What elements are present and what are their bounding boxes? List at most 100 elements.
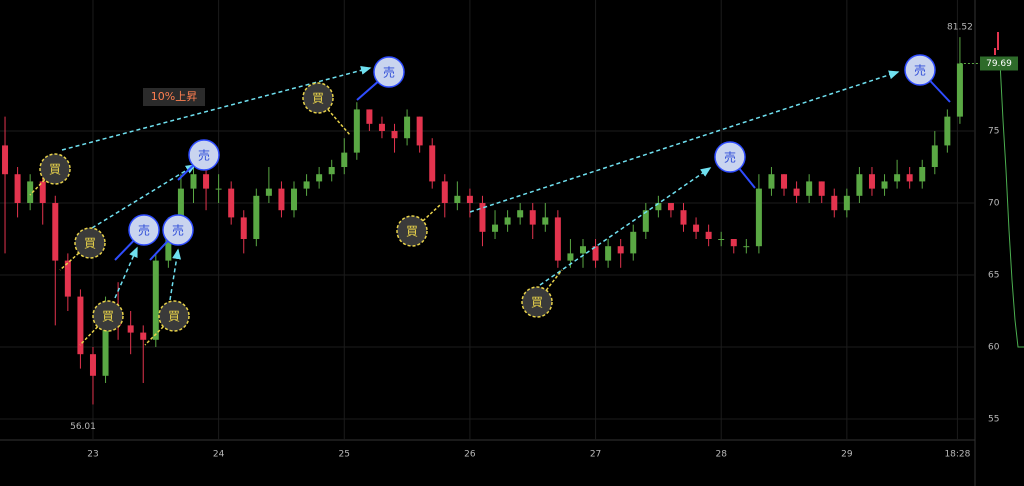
candle-body [944,116,951,146]
buy-marker [158,300,190,332]
candle [479,195,486,247]
candle-body [743,246,750,248]
y-tick-label: 65 [988,271,999,281]
candle [341,138,348,175]
candle [743,239,750,254]
candle [441,174,448,218]
last-price-label: 79.69 [986,59,1012,69]
candle-body [542,217,549,225]
y-tick-label: 55 [988,414,999,424]
candle-body [140,332,147,340]
candle-body [404,116,411,139]
sell-label: 売 [172,223,184,238]
trade-arrow [91,164,197,229]
candle-body [378,123,385,132]
candle [2,116,9,254]
candle-body [102,310,109,376]
candle [278,181,285,218]
candle [303,174,310,196]
candle-body [215,188,222,190]
candle-body [177,188,184,225]
buy-marker [39,153,71,185]
candle [881,174,888,196]
candle [77,289,84,369]
candle [228,181,235,225]
candle [793,181,800,204]
candle [203,167,210,211]
buy-label: 買 [84,237,96,251]
candle [542,203,549,232]
candle-body [190,174,197,189]
candle-body [579,246,586,254]
candle [466,188,473,218]
candle-body [341,152,348,168]
candle-body [278,188,285,211]
candle-body [328,167,335,175]
candle-body [504,217,511,225]
candle-body [730,239,737,247]
candle [554,210,561,268]
x-tick-label: 25 [339,450,350,460]
candle-body [793,188,800,196]
buy-marker [74,227,106,259]
y-tick-label: 70 [988,199,1000,209]
buy-pointer [317,97,351,136]
candle-body [454,195,461,204]
side-indicator [992,59,1024,348]
high-label: 81.52 [947,23,973,33]
x-tick-label: 29 [841,450,853,460]
buy-label: 買 [102,310,114,324]
candle [39,177,46,225]
candle [781,174,788,196]
candle-body [441,181,448,204]
candle [906,167,913,189]
candle-body [127,325,134,333]
trade-arrow [114,246,138,299]
candle-body [617,246,624,254]
candle [404,109,411,146]
sell-marker [714,141,746,173]
candle [240,210,247,254]
candle-body [655,203,662,211]
candle [328,159,335,182]
candle-body [429,145,436,182]
candle-body [781,174,788,189]
candle [215,174,222,204]
candle [730,239,737,254]
candle-body [894,174,901,182]
candle-body [768,174,775,189]
candle-body [77,296,84,355]
candle [944,109,951,153]
candle [366,109,373,132]
x-tick-label: 27 [590,450,601,460]
candle [567,239,574,268]
candle [856,167,863,204]
candle [868,167,875,196]
candle [27,174,34,211]
candle [718,231,725,247]
candle-body [919,167,926,182]
candle-body [881,181,888,189]
candle [630,224,637,261]
candle-body [517,210,524,218]
candle [253,188,260,247]
candle [605,239,612,268]
candle-body [14,174,21,204]
buy-marker [521,286,553,318]
candle-body [554,217,561,261]
buy-label: 買 [168,310,180,324]
candle-body [567,253,574,261]
candle [152,253,159,347]
candle-body [391,131,398,139]
candle [592,239,599,268]
sell-marker [904,54,936,86]
candle [919,159,926,189]
x-tick-label: 23 [87,450,98,460]
buy-marker [92,300,124,332]
low-label: 56.01 [70,422,96,432]
candle-body [353,109,360,153]
candle-body [667,203,674,211]
sell-label: 売 [724,150,736,165]
candle-body [931,145,938,168]
